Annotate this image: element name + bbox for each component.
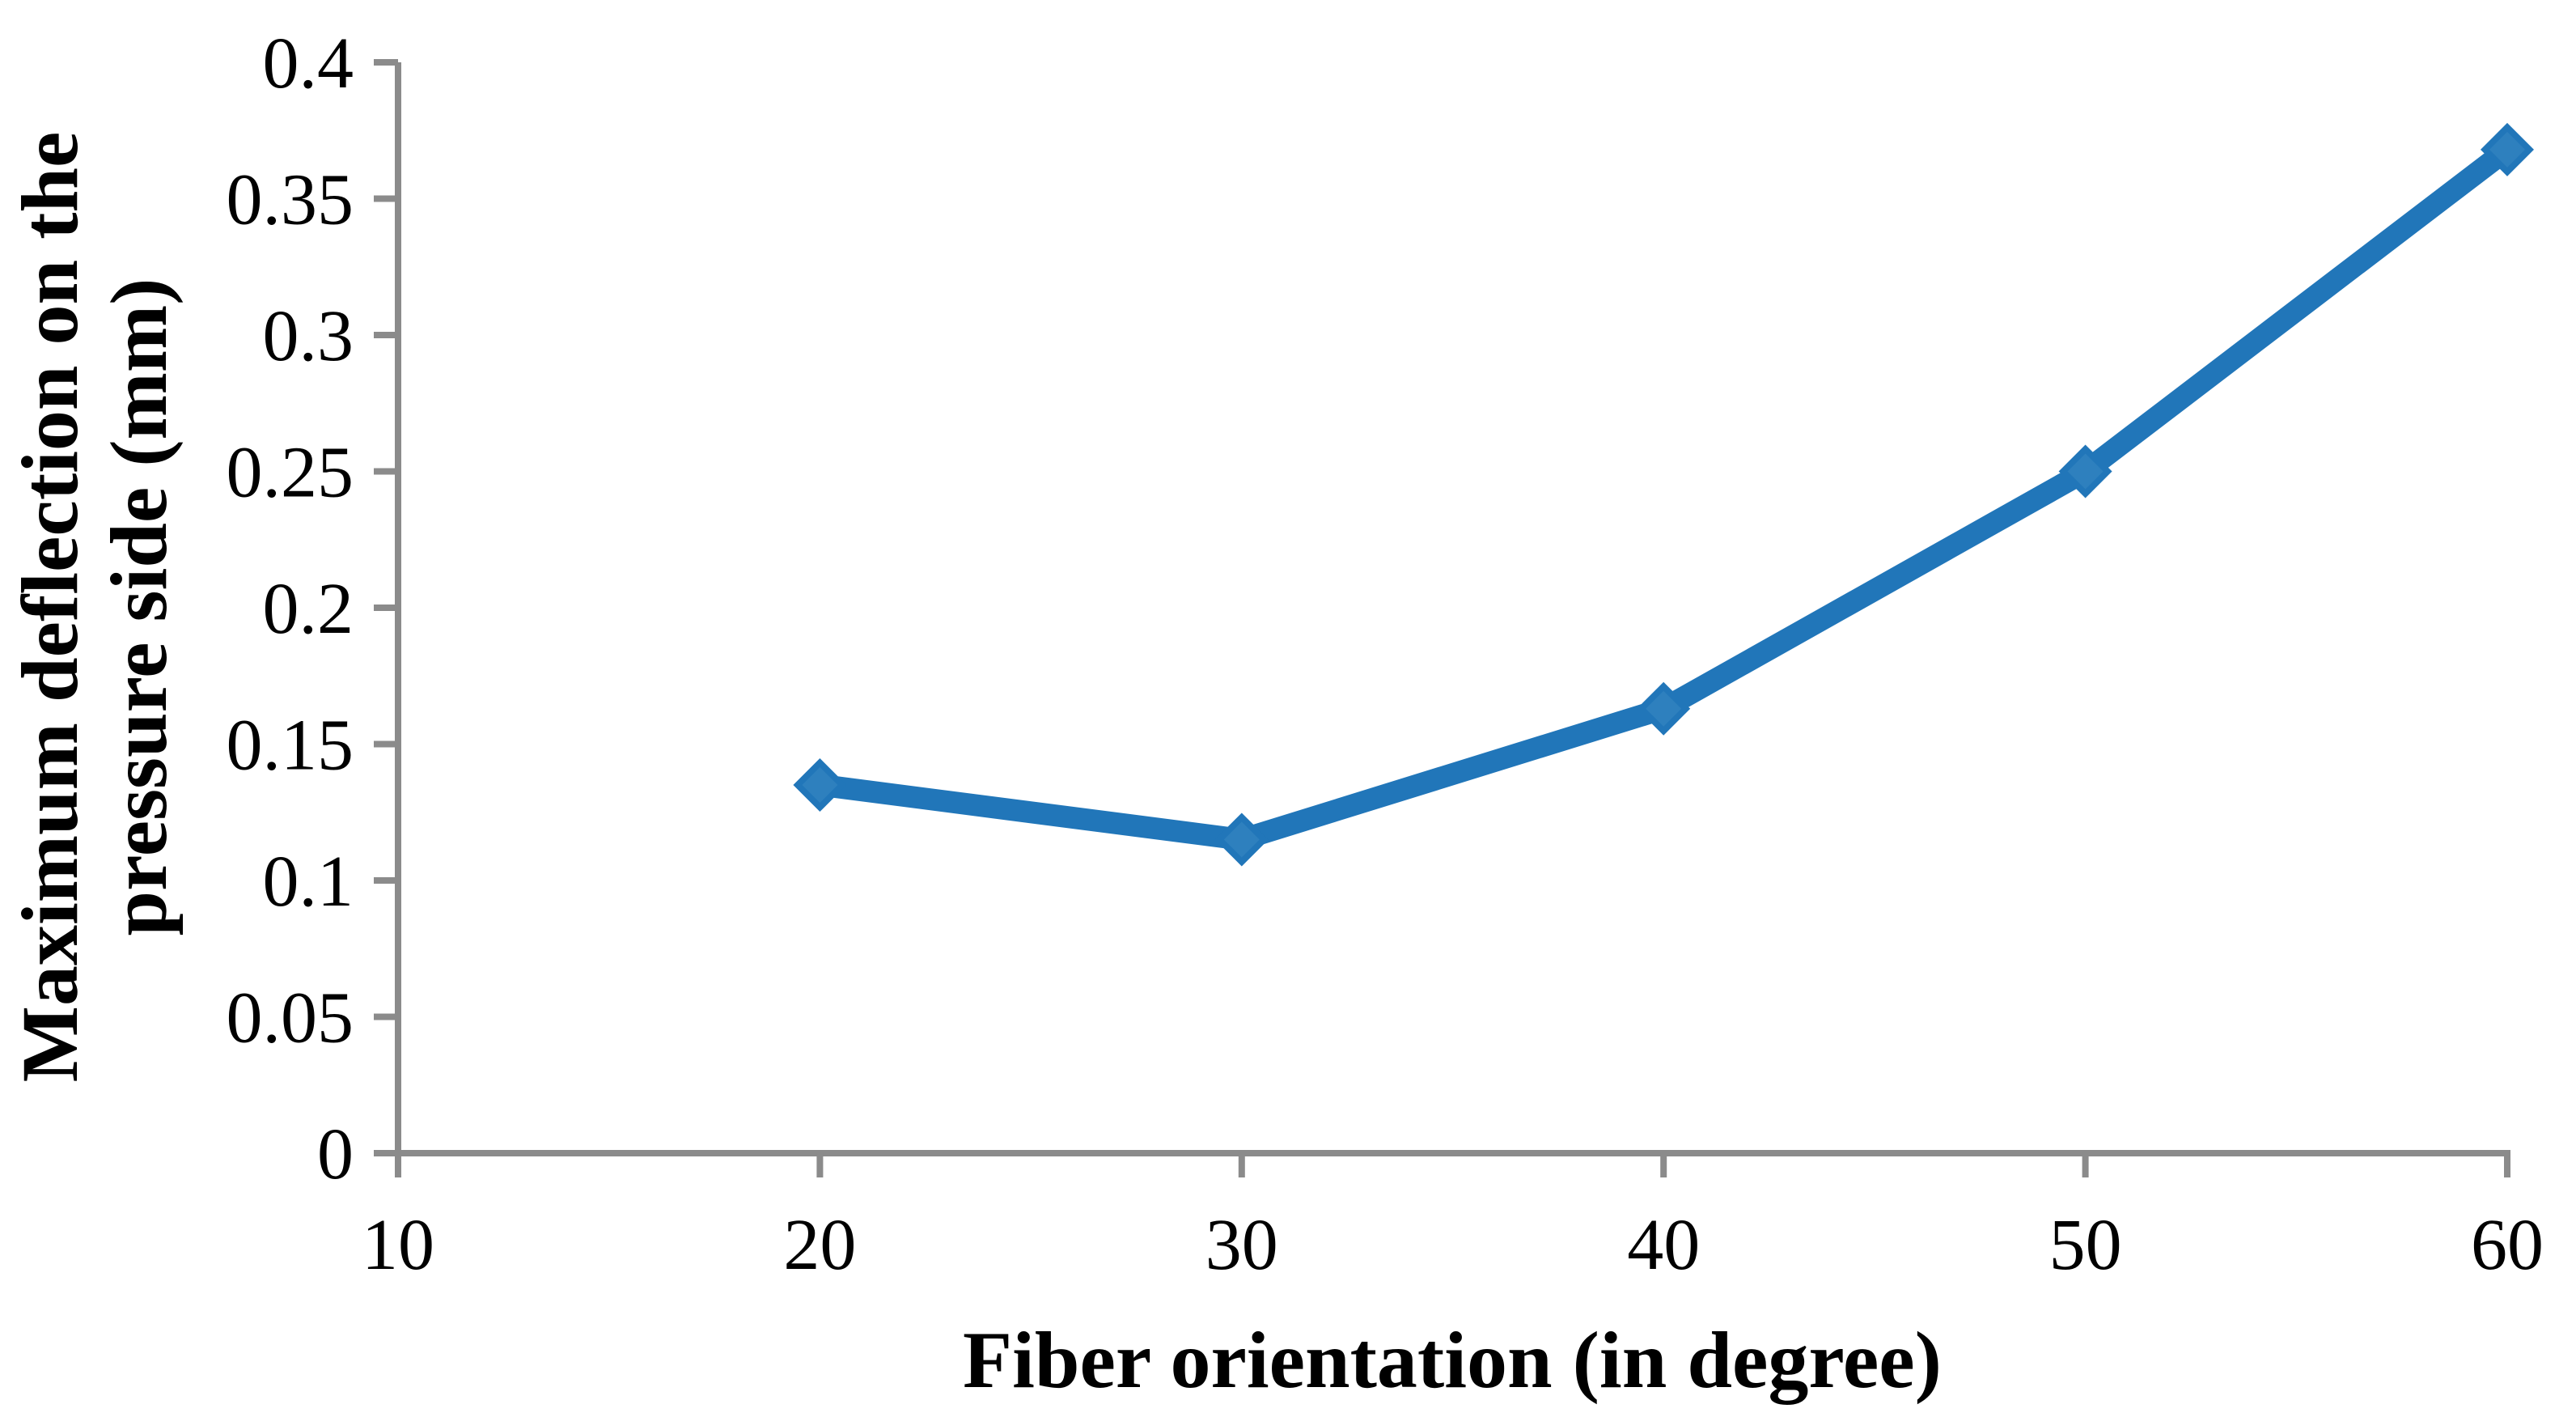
y-tick-label: 0.3 [263, 296, 354, 376]
y-tick-label: 0.1 [263, 842, 354, 922]
y-tick-label: 0.15 [227, 706, 354, 786]
data-point-marker-inner [2489, 131, 2525, 168]
series-layer [793, 122, 2534, 867]
x-axis-title: Fiber orientation (in degree) [963, 1315, 1942, 1405]
data-point-marker-inner [1646, 690, 1682, 727]
y-tick-label: 0 [317, 1114, 354, 1194]
x-tick-label: 10 [362, 1205, 434, 1285]
data-point-marker-inner [1223, 821, 1260, 858]
x-tick-label: 50 [2049, 1205, 2122, 1285]
x-tick-label: 40 [1627, 1205, 1700, 1285]
axes-layer [374, 59, 2510, 1177]
x-tick-label: 60 [2471, 1205, 2544, 1285]
x-tick-label: 20 [783, 1205, 856, 1285]
y-axis-title-line-1: Maximum deflection on the [5, 132, 95, 1083]
series-line [808, 138, 2519, 851]
y-tick-label: 0.4 [263, 23, 354, 104]
labels-layer: Fiber orientation (in degree) Maximum de… [5, 23, 2544, 1405]
y-tick-label: 0.25 [227, 433, 354, 513]
data-point-marker-inner [802, 767, 838, 804]
y-tick-label: 0.2 [263, 569, 354, 649]
x-tick-label: 30 [1205, 1205, 1278, 1285]
y-tick-label: 0.35 [227, 160, 354, 240]
y-tick-label: 0.05 [227, 978, 354, 1059]
y-axis-title-line-2: pressure side (mm) [94, 278, 184, 936]
data-point-marker-inner [2067, 453, 2104, 490]
